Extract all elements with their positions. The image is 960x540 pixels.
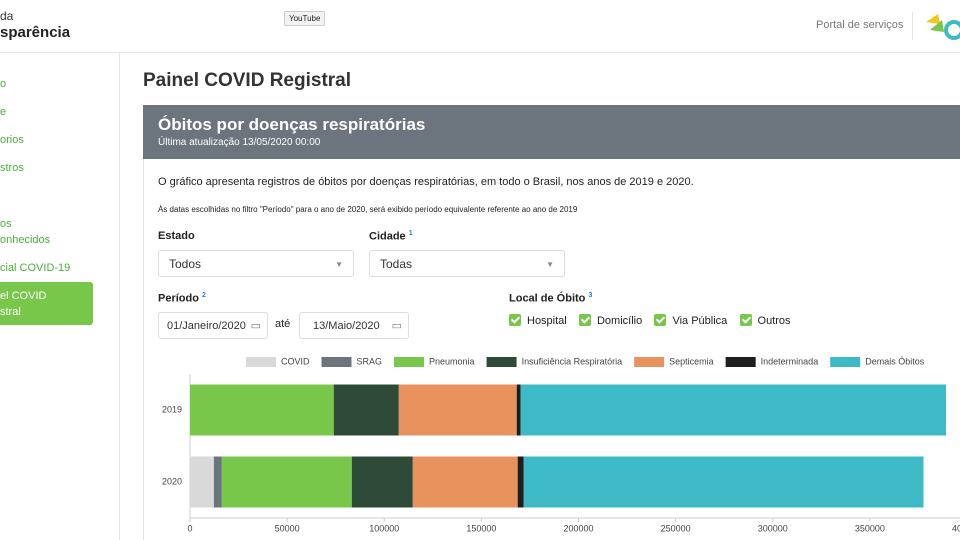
select-estado[interactable]: Todos ▼ bbox=[158, 250, 354, 277]
legend-swatch bbox=[394, 357, 425, 367]
legend-label: Indeterminada bbox=[761, 356, 819, 366]
bar-segment bbox=[190, 456, 214, 508]
nav-active-line: el COVID bbox=[0, 290, 47, 302]
card-subtitle: Última atualização 13/05/2020 00:00 bbox=[158, 137, 321, 148]
footnote: 2 bbox=[202, 292, 206, 299]
label: Local de Óbito 3 bbox=[509, 292, 592, 305]
legend-label: Insuficiência Respiratória bbox=[522, 356, 623, 366]
date-start[interactable]: 01/Janeiro/2020 ▭ bbox=[158, 312, 268, 339]
nav-active[interactable]: el COVID stral bbox=[0, 282, 93, 325]
checkbox-label: Hospital bbox=[527, 315, 567, 327]
card-body bbox=[143, 159, 959, 540]
x-tick-label: 400000 bbox=[952, 523, 960, 533]
label: Cidade 1 bbox=[369, 230, 413, 243]
select-cidade[interactable]: Todas ▼ bbox=[369, 250, 565, 277]
bar-segment bbox=[520, 384, 947, 436]
nav-item[interactable]: stros bbox=[0, 162, 24, 174]
page-title: Painel COVID Registral bbox=[143, 70, 352, 91]
chart: 0 50000 100000 150000 200000 250000 300000 3500… bbox=[162, 356, 960, 533]
select-value: Todos bbox=[169, 257, 202, 271]
legend-swatch bbox=[486, 357, 517, 367]
checkbox[interactable]: Outros bbox=[739, 314, 791, 327]
footnote: 3 bbox=[588, 292, 593, 299]
separator: até bbox=[275, 318, 291, 330]
x-tick-label: 300000 bbox=[758, 523, 788, 533]
checkbox-label: Outros bbox=[757, 315, 791, 327]
x-tick-label: 0 bbox=[187, 523, 192, 533]
footnote: 1 bbox=[408, 230, 413, 237]
y-tick-label: 2019 bbox=[162, 404, 182, 414]
bar-segment bbox=[398, 384, 517, 436]
bar-segment bbox=[221, 456, 352, 508]
bar-segment bbox=[517, 456, 524, 508]
legend-swatch bbox=[830, 357, 861, 367]
note: Às datas escolhidas no filtro "Período" … bbox=[158, 205, 578, 214]
label-text: Local de Óbito bbox=[509, 292, 586, 305]
nav-item[interactable]: os bbox=[0, 218, 12, 230]
legend-swatch bbox=[725, 357, 756, 367]
card-header: Óbitos por doenças respiratórias Última … bbox=[143, 105, 960, 159]
x-tick-label: 350000 bbox=[855, 523, 885, 533]
nav-item[interactable]: orios bbox=[0, 134, 24, 146]
y-tick-label: 2020 bbox=[162, 476, 182, 486]
nav-item[interactable]: cial COVID-19 bbox=[0, 262, 71, 274]
bar-segment bbox=[190, 384, 334, 436]
legend-swatch bbox=[634, 357, 665, 367]
checkbox-label: Domicílio bbox=[596, 315, 643, 327]
checkbox[interactable]: Via Pública bbox=[654, 314, 728, 327]
x-tick-label: 200000 bbox=[563, 523, 593, 533]
nav-item[interactable]: onhecidos bbox=[0, 234, 51, 246]
label-text: Cidade bbox=[369, 230, 406, 243]
bar-segment bbox=[523, 456, 924, 508]
label: Período 2 bbox=[158, 292, 206, 305]
sidebar: o e orios stros os onhecidos cial COVID-… bbox=[0, 53, 120, 540]
legend-label: Demais Óbitos bbox=[865, 356, 925, 366]
description: O gráfico apresenta registros de óbitos … bbox=[158, 176, 694, 188]
date-value: 13/Maio/2020 bbox=[313, 320, 380, 332]
card-title: Óbitos por doenças respiratórias bbox=[158, 115, 426, 134]
x-tick-label: 150000 bbox=[466, 523, 496, 533]
nav-item[interactable]: e bbox=[0, 106, 7, 118]
tooltip: YouTube bbox=[284, 11, 326, 26]
label-text: Período bbox=[158, 292, 199, 305]
x-tick-label: 100000 bbox=[369, 523, 399, 533]
label: Estado bbox=[158, 230, 195, 242]
bar-segment bbox=[516, 384, 521, 436]
select-value: Todas bbox=[380, 257, 413, 271]
header: da sparência YouTube Portal de serviços bbox=[0, 0, 960, 53]
date-end[interactable]: 13/Maio/2020 ▭ bbox=[299, 312, 409, 339]
bar-segment bbox=[213, 456, 222, 508]
nav-item[interactable]: o bbox=[0, 78, 7, 90]
brand-bottom[interactable]: sparência bbox=[0, 24, 71, 41]
checkbox[interactable]: Hospital bbox=[509, 314, 567, 327]
legend-swatch bbox=[246, 357, 276, 367]
bar-segment bbox=[351, 456, 413, 508]
x-tick-label: 50000 bbox=[275, 523, 300, 533]
x-tick-label: 250000 bbox=[661, 523, 691, 533]
brand-top: da bbox=[0, 9, 14, 23]
legend-label: COVID bbox=[281, 356, 310, 366]
date-value: 01/Janeiro/2020 bbox=[167, 320, 246, 332]
legend-label: SRAG bbox=[357, 356, 383, 366]
legend-label: Septicemia bbox=[669, 356, 714, 366]
checkbox[interactable]: Domicílio bbox=[578, 314, 643, 327]
legend-label: Pneumonia bbox=[429, 356, 475, 366]
nav-active-line: stral bbox=[0, 306, 21, 318]
divider bbox=[912, 12, 913, 40]
legend-swatch bbox=[321, 357, 352, 367]
bar-segment bbox=[412, 456, 518, 508]
checkbox-group: Hospital Domicílio Via Pública Outros bbox=[509, 314, 791, 327]
bar-segment bbox=[333, 384, 399, 436]
logo[interactable] bbox=[924, 10, 960, 40]
portal-link[interactable]: Portal de serviços bbox=[816, 19, 904, 31]
checkbox-label: Via Pública bbox=[672, 315, 728, 327]
